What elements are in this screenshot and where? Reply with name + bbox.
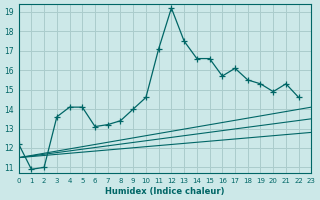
X-axis label: Humidex (Indice chaleur): Humidex (Indice chaleur): [105, 187, 225, 196]
